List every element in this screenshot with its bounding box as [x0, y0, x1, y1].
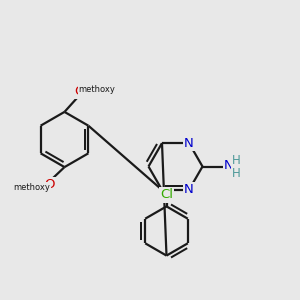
Text: H: H: [232, 154, 241, 167]
Text: Cl: Cl: [160, 188, 173, 202]
Text: O: O: [74, 85, 85, 98]
Text: H: H: [232, 167, 241, 180]
Text: N: N: [184, 183, 194, 196]
Text: O: O: [44, 178, 55, 191]
Text: N: N: [224, 159, 234, 172]
Text: methoxy: methoxy: [13, 183, 50, 192]
Text: methoxy: methoxy: [79, 85, 115, 94]
Text: N: N: [184, 136, 194, 150]
